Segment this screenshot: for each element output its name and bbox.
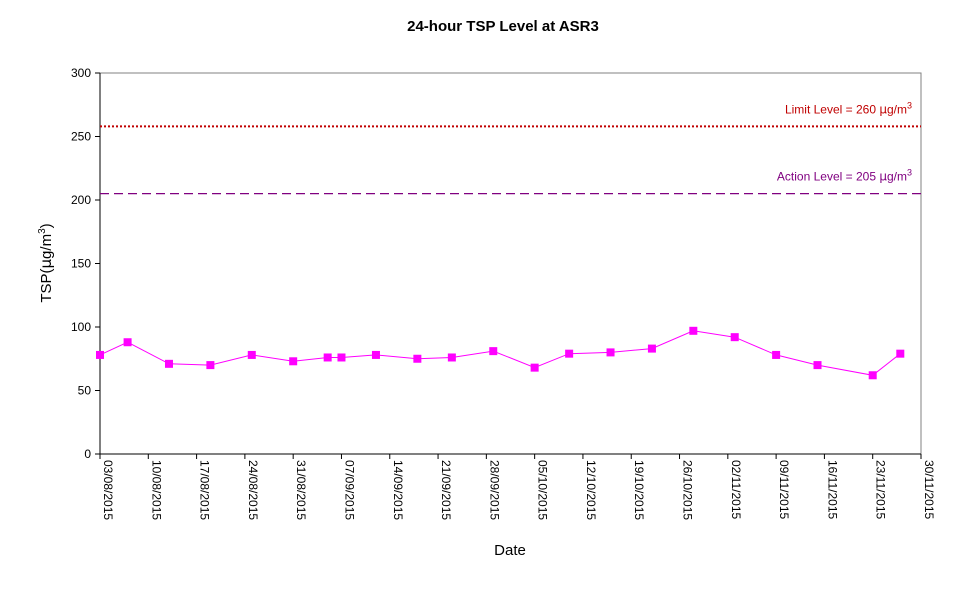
data-point-marker [489, 347, 498, 356]
data-point-marker [772, 350, 781, 359]
x-tick-label: 05/10/2015 [536, 460, 550, 520]
data-point-marker [96, 350, 104, 359]
data-point-marker [206, 361, 215, 370]
x-tick-label: 21/09/2015 [439, 460, 453, 520]
x-axis-ticks: 03/08/2015 10/08/2015 17/08/2015 24/08/2015… [99, 454, 936, 520]
y-axis-title: TSP(µg/m3) [37, 223, 55, 302]
chart-title: 24-hour TSP Level at ASR3 [407, 18, 599, 35]
data-point-marker [413, 354, 422, 363]
data-point-marker [689, 326, 698, 335]
data-point-marker [647, 344, 656, 353]
x-tick-label: 31/08/2015 [294, 460, 308, 520]
data-point-marker [813, 361, 822, 370]
x-tick-label: 24/08/2015 [246, 460, 260, 520]
data-point-marker [447, 353, 456, 362]
data-point-marker [371, 350, 380, 359]
x-tick-label: 17/08/2015 [198, 460, 212, 520]
data-point-marker [530, 363, 539, 372]
data-point-marker [247, 350, 256, 359]
data-point-marker [565, 349, 574, 358]
plot-area [99, 72, 922, 455]
data-point-marker [323, 353, 332, 362]
x-tick-label: 03/08/2015 [101, 460, 115, 520]
series-line [99, 330, 901, 376]
data-point-marker [123, 338, 132, 347]
x-tick-label: 12/10/2015 [584, 460, 598, 520]
x-tick-label: 07/09/2015 [342, 460, 356, 520]
y-tick-label: 200 [71, 193, 91, 207]
y-tick-label: 150 [71, 257, 91, 271]
y-tick-label: 50 [78, 384, 92, 398]
x-axis-title: Date [494, 542, 526, 559]
y-tick-label: 100 [71, 320, 91, 334]
x-tick-label: 19/10/2015 [632, 460, 646, 520]
y-tick-label: 300 [71, 66, 91, 80]
data-point-marker [164, 359, 173, 368]
x-tick-label: 14/09/2015 [391, 460, 405, 520]
x-tick-label: 28/09/2015 [487, 460, 501, 520]
y-tick-label: 250 [71, 130, 91, 144]
y-axis-ticks: 0 50 100 150 200 250 300 [71, 66, 100, 461]
x-tick-label: 02/11/2015 [729, 460, 743, 519]
reference-lines: Limit Level = 260 µg/m3 Action Level = 20… [100, 100, 921, 195]
x-tick-label: 16/11/2015 [825, 460, 839, 519]
series-layer [96, 326, 905, 380]
x-tick-label: 26/10/2015 [681, 460, 695, 520]
data-point-marker [337, 353, 346, 362]
reference-line-label: Action Level = 205 µg/m3 [777, 168, 912, 184]
data-point-marker [606, 348, 615, 357]
x-tick-label: 30/11/2015 [922, 460, 936, 519]
y-tick-label: 0 [84, 447, 91, 461]
x-tick-label: 09/11/2015 [777, 460, 791, 519]
x-tick-label: 10/08/2015 [149, 460, 163, 520]
data-point-marker [868, 371, 877, 380]
x-tick-label: 23/11/2015 [874, 460, 888, 519]
data-point-marker [730, 333, 739, 342]
reference-line-label: Limit Level = 260 µg/m3 [785, 100, 912, 116]
data-point-marker [896, 349, 905, 358]
data-point-marker [289, 357, 298, 366]
